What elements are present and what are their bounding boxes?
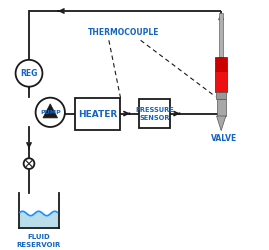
Text: REG: REG	[20, 69, 38, 78]
Bar	[215, 71, 227, 92]
Bar	[217, 99, 226, 116]
Bar	[139, 100, 170, 128]
Circle shape	[36, 98, 65, 127]
Polygon shape	[217, 116, 226, 131]
Text: PRESSURE
SENSOR: PRESSURE SENSOR	[135, 107, 174, 120]
Text: VALVE: VALVE	[211, 134, 237, 143]
Circle shape	[16, 60, 43, 87]
Text: HEATER: HEATER	[78, 110, 117, 118]
Text: THERMOCOUPLE: THERMOCOUPLE	[88, 28, 159, 37]
Bar	[215, 58, 227, 71]
Bar	[219, 14, 223, 58]
Text: FLUID
RESERVOIR: FLUID RESERVOIR	[16, 234, 61, 248]
Text: PUMP: PUMP	[40, 110, 61, 115]
Circle shape	[24, 158, 34, 169]
Polygon shape	[43, 104, 58, 118]
Bar	[216, 92, 226, 99]
Bar	[75, 98, 120, 130]
